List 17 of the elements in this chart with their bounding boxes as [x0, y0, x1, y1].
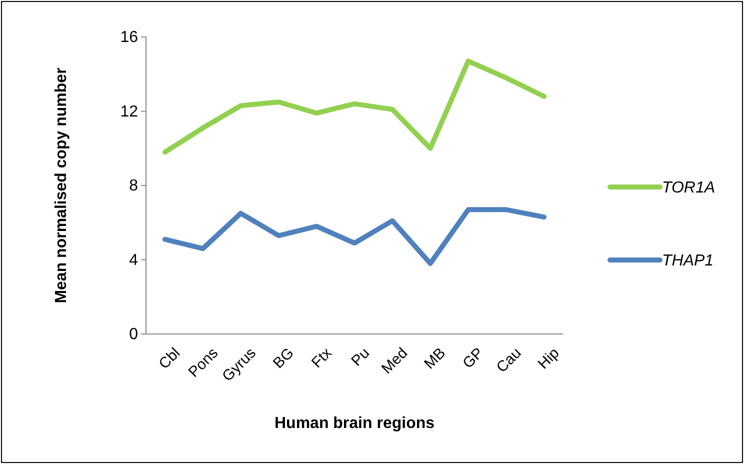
y-tick-label: 4 — [129, 252, 138, 269]
legend-label: TOR1A — [662, 180, 716, 197]
x-tick-label: Hip — [534, 344, 563, 373]
x-tick-label: Cau — [493, 344, 525, 376]
x-tick-label: GP — [460, 344, 487, 372]
legend-label: THAP1 — [662, 252, 714, 270]
y-tick-label: 12 — [120, 103, 138, 120]
x-tick-label: BG — [270, 344, 298, 372]
x-tick-label: MB — [421, 344, 449, 373]
x-axis-title: Human brain regions — [274, 415, 435, 432]
x-tick-label: Pu — [348, 344, 374, 370]
x-tick-label: Cbl — [156, 344, 184, 373]
y-axis-title: Mean normalised copy number — [53, 68, 70, 304]
y-tick-label: 16 — [120, 29, 138, 46]
x-tick-label: Ftx — [308, 344, 336, 372]
y-tick-label: 8 — [129, 178, 138, 195]
y-tick-label: 0 — [129, 326, 138, 344]
